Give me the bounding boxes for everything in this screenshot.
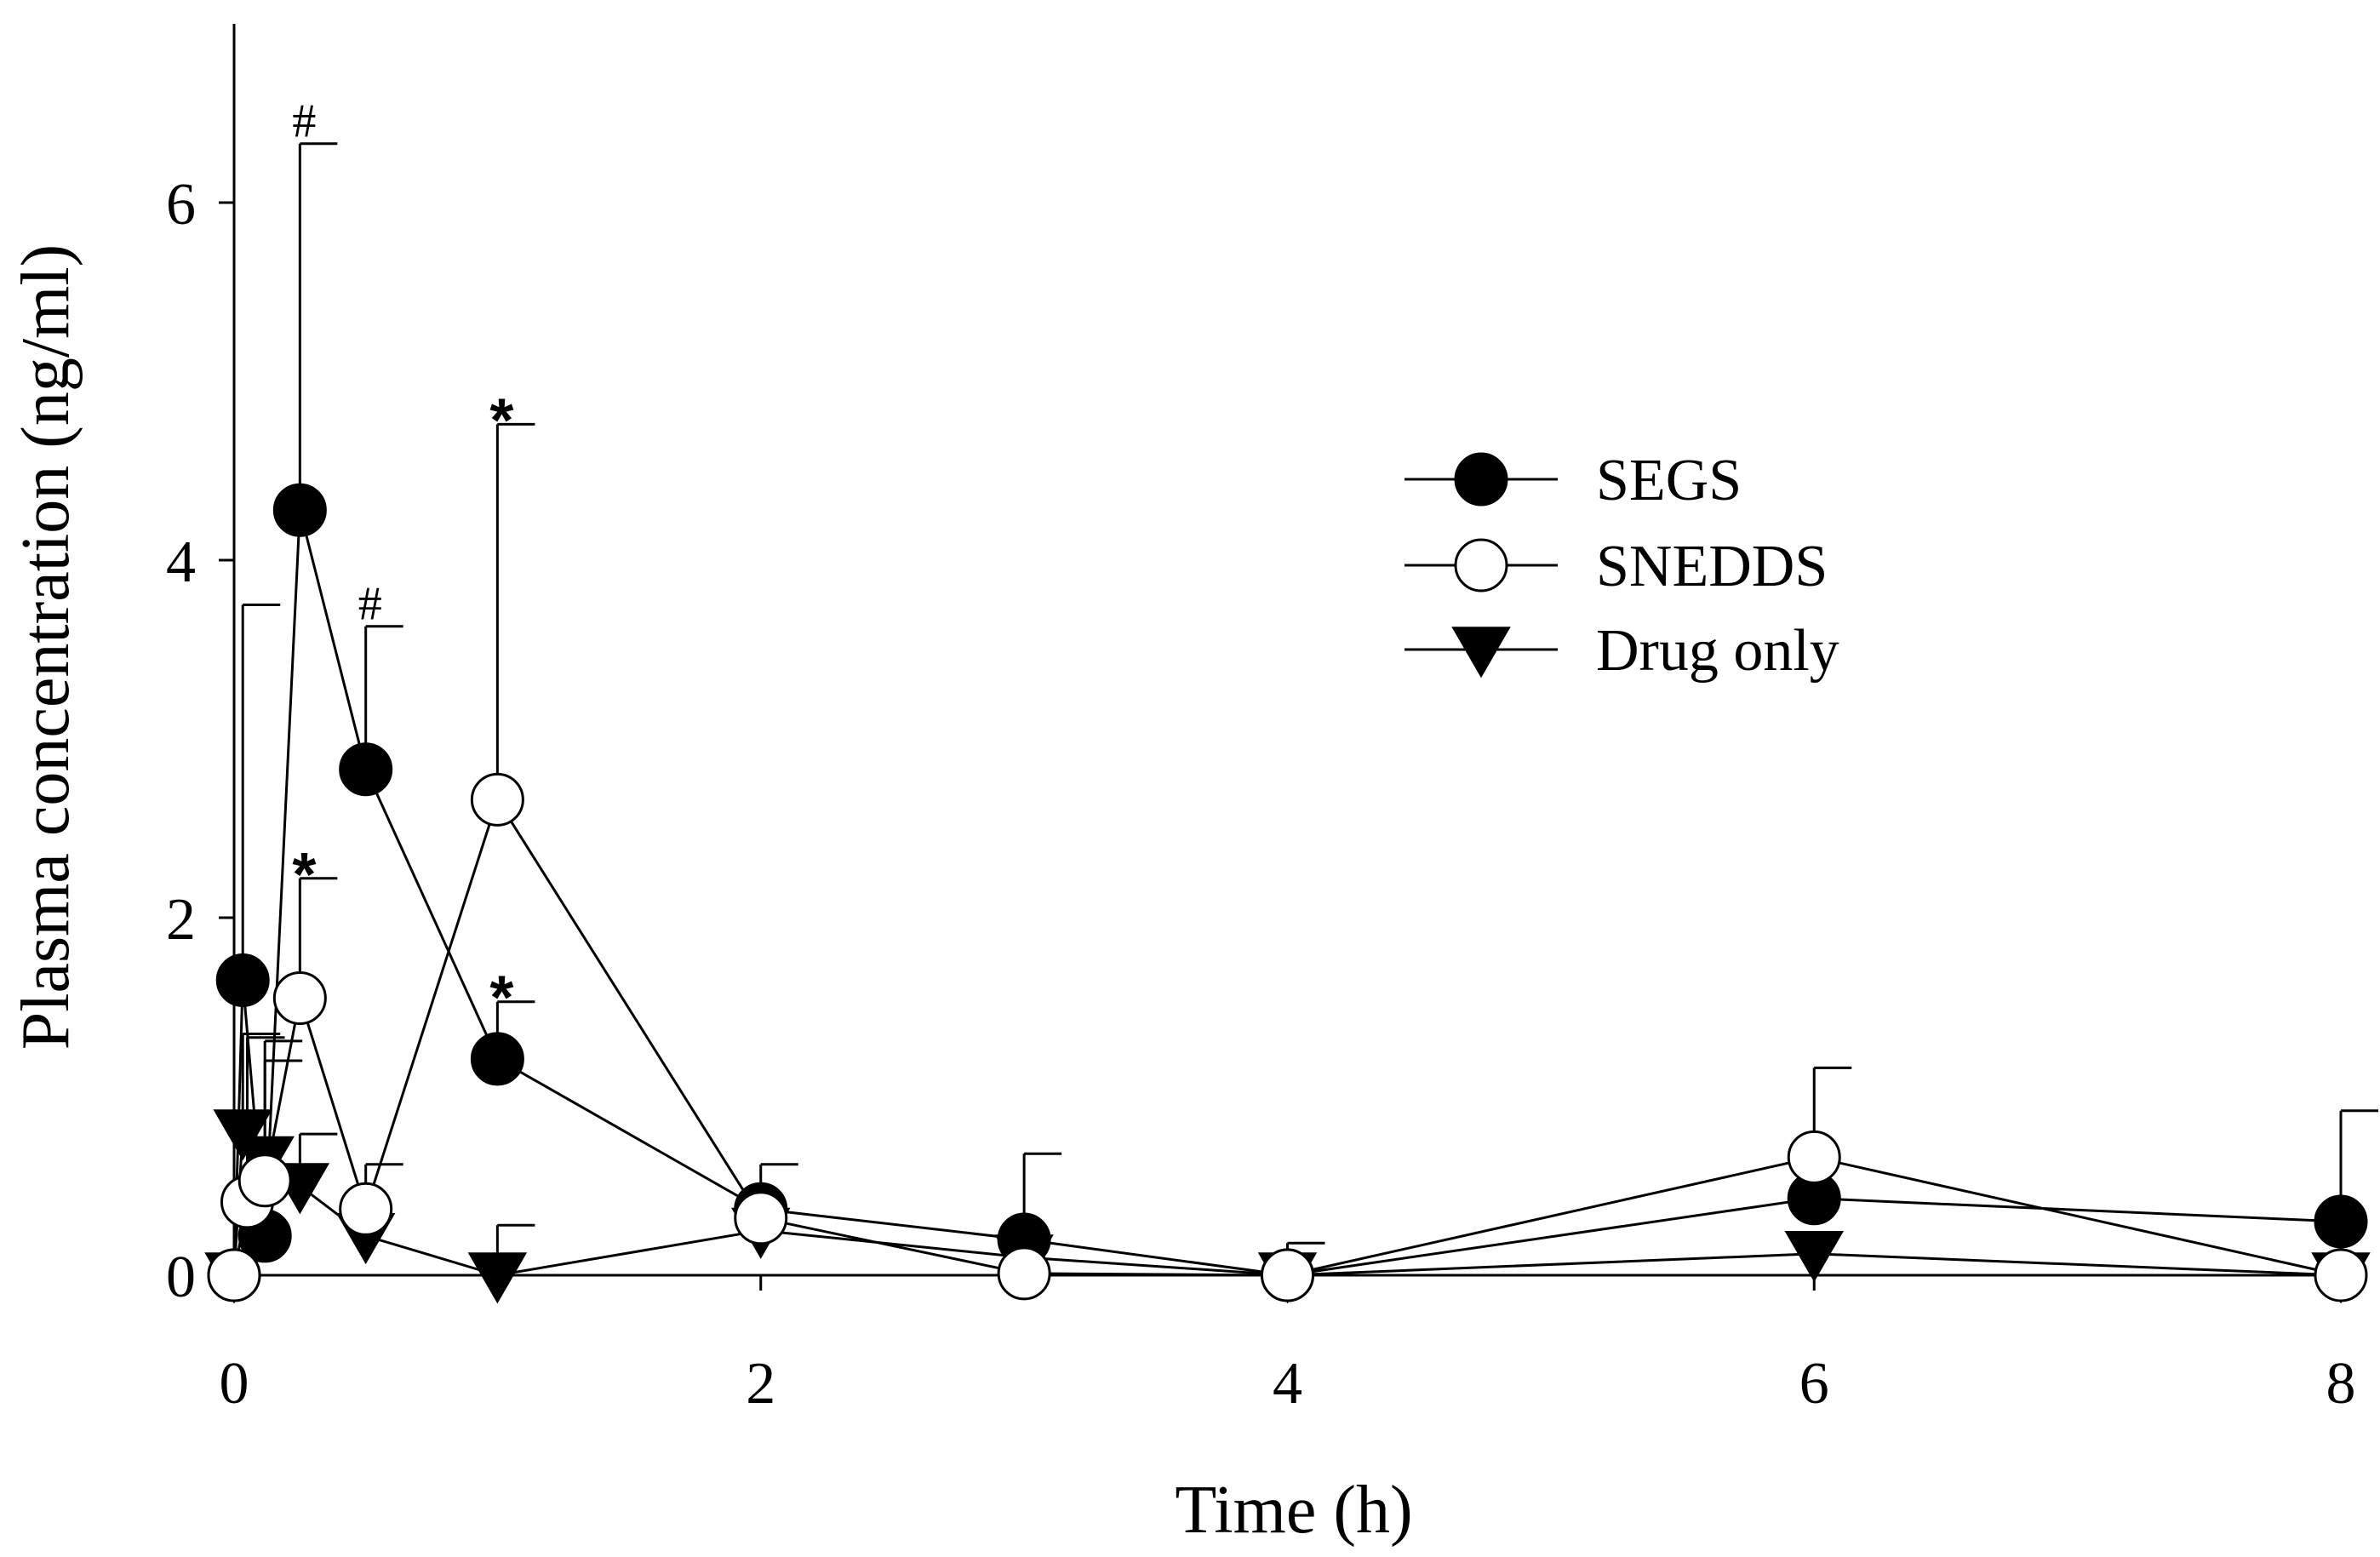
x-tick-label: 8 <box>2326 1351 2356 1417</box>
data-point <box>734 1191 788 1245</box>
legend: SEGS SNEDDS Drug only <box>1405 448 1839 684</box>
y-tick-label: 6 <box>166 172 196 238</box>
legend-marker <box>1454 538 1508 592</box>
x-axis-title: Time (h) <box>1175 1473 1412 1548</box>
x-tick-label: 2 <box>746 1351 775 1417</box>
data-point <box>470 1032 524 1086</box>
x-tick-label: 4 <box>1273 1351 1302 1417</box>
significance-star: * <box>489 965 513 1033</box>
data-point <box>1787 1130 1841 1184</box>
data-point <box>272 483 327 537</box>
data-point <box>1784 1231 1844 1283</box>
series-snedds <box>207 422 2368 1302</box>
legend-item-drug-only: Drug only <box>1405 618 1839 684</box>
series-line <box>232 796 2342 1277</box>
significance-hash: # <box>358 578 382 631</box>
data-point <box>339 742 393 797</box>
data-point <box>237 1153 292 1208</box>
legend-marker <box>1451 627 1511 678</box>
y-tick-label: 2 <box>166 887 196 953</box>
legend-item-snedds: SNEDDS <box>1405 534 1828 599</box>
legend-item-segs: SEGS <box>1405 448 1742 513</box>
series-group <box>204 142 2378 1304</box>
series-line <box>232 509 2342 1277</box>
legend-label: Drug only <box>1596 618 1839 684</box>
x-tick-label: 6 <box>1799 1351 1829 1417</box>
data-point <box>1261 1248 1314 1302</box>
data-point <box>272 971 327 1025</box>
significance-star: * <box>489 386 513 455</box>
y-tick-label: 4 <box>166 529 196 595</box>
series-segs <box>207 142 2378 1302</box>
data-point <box>215 953 270 1007</box>
data-point <box>470 772 524 827</box>
significance-hash: # <box>292 95 316 148</box>
data-point <box>2314 1194 2368 1249</box>
legend-label: SEGS <box>1596 448 1742 513</box>
data-point <box>467 1252 528 1304</box>
x-tick-label: 0 <box>220 1351 249 1417</box>
y-tick-label: 0 <box>166 1245 196 1310</box>
y-axis-title: Plasma concentration (ng/ml) <box>9 244 83 1050</box>
data-point <box>2314 1248 2368 1302</box>
data-point <box>339 1182 393 1236</box>
legend-marker <box>1454 452 1508 507</box>
data-point <box>997 1246 1051 1301</box>
significance-annotations: # # * * * <box>292 95 513 1033</box>
legend-label: SNEDDS <box>1596 534 1828 599</box>
significance-star: * <box>292 841 316 909</box>
data-point <box>207 1248 261 1302</box>
